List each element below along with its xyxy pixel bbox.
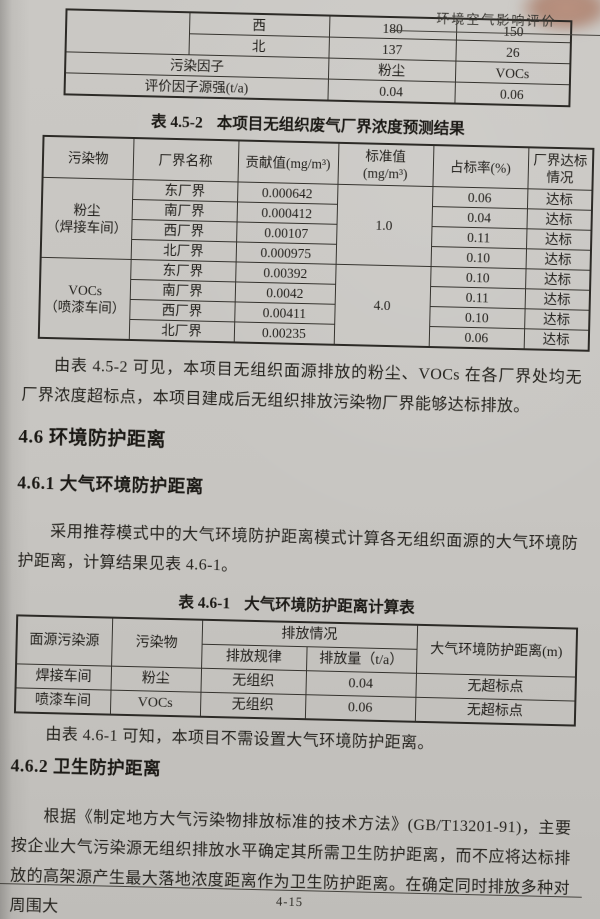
boundary-cell: 北厂界	[128, 319, 235, 343]
value-cell: 137	[328, 37, 456, 62]
rate-cell: 0.06	[428, 326, 525, 350]
rate-cell: 0.06	[431, 186, 528, 209]
contribution-cell: 0.00107	[236, 221, 337, 245]
standard-cell: 1.0	[335, 184, 433, 267]
col-header-distance: 大气环境防护距离(m)	[415, 624, 578, 678]
value-cell: 0.06	[454, 82, 570, 107]
boundary-cell: 南厂界	[131, 199, 238, 222]
header-line: (mg/m³)	[362, 165, 408, 182]
status-cell: 达标	[523, 328, 590, 351]
col-header-source: 面源污染源	[16, 615, 113, 667]
status-cell: 达标	[524, 308, 590, 331]
contribution-cell: 0.00411	[234, 301, 335, 325]
amount-cell: 0.06	[304, 694, 416, 722]
distance-cell: 无超标点	[414, 697, 576, 726]
boundary-cell: 东厂界	[130, 259, 236, 282]
boundary-cell: 北厂界	[130, 239, 237, 262]
col-header-pollutant: 污染物	[42, 135, 134, 180]
value-cell: 0.04	[327, 79, 455, 104]
contribution-cell: 0.00235	[233, 321, 335, 345]
rate-cell: 0.10	[430, 266, 526, 289]
col-header-contribution: 贡献值(mg/m³)	[237, 140, 339, 185]
value-cell: 26	[455, 40, 571, 64]
col-header-boundary: 厂界名称	[132, 137, 239, 182]
running-header: 环境空气影响评价	[390, 7, 600, 36]
boundary-cell: 南厂界	[129, 279, 236, 302]
value-cell: 粉尘	[327, 58, 456, 83]
caption-number: 表 4.6-1	[178, 594, 231, 613]
header-line: 情况	[546, 169, 574, 186]
value-cell: VOCs	[454, 61, 571, 85]
rate-cell: 0.10	[430, 246, 527, 269]
pollutant-group-cell: 粉尘 （焊接车间）	[40, 177, 133, 260]
caption-text: 本项目无组织废气厂界浓度预测结果	[216, 114, 465, 138]
standard-cell: 4.0	[333, 264, 431, 348]
col-header-rate: 占标率(%)	[432, 145, 529, 189]
pattern-cell: 无组织	[200, 668, 307, 695]
heading-4-6-1: 4.6.1 大气环境防护距离	[17, 472, 204, 497]
contribution-cell: 0.00392	[235, 261, 336, 285]
empty-cell	[65, 9, 190, 55]
header-line: 标准值	[365, 148, 407, 165]
contribution-cell: 0.000412	[236, 201, 338, 225]
workshop-name: （喷漆车间）	[44, 298, 126, 316]
paragraph-section-461: 采用推荐模式中的大气环境防护距离模式计算各无组织面源的大气环境防护距离，计算结果…	[17, 523, 579, 575]
header-line: 厂界达标	[533, 152, 588, 169]
pollutant-cell: VOCs	[109, 690, 201, 717]
status-cell: 达标	[524, 288, 591, 311]
boundary-cell: 西厂界	[129, 299, 235, 322]
pollutant-name: VOCs	[68, 281, 103, 298]
rate-cell: 0.11	[431, 226, 527, 249]
workshop-name: （焊接车间）	[45, 218, 128, 236]
boundary-concentration-table: 污染物 厂界名称 贡献值(mg/m³) 标准值 (mg/m³) 占标率(%) 厂…	[37, 134, 595, 352]
rate-cell: 0.11	[429, 286, 526, 309]
caption-number: 表 4.5-2	[150, 113, 203, 132]
caption-text: 大气环境防护距离计算表	[243, 595, 415, 617]
source-cell: 喷漆车间	[14, 687, 111, 715]
pollutant-cell: 粉尘	[110, 666, 202, 693]
boundary-cell: 西厂界	[131, 219, 237, 242]
protection-distance-table: 面源污染源 污染物 排放情况 大气环境防护距离(m) 排放规律 排放量（t/a）…	[13, 614, 579, 727]
source-cell: 焊接车间	[15, 663, 112, 691]
amount-cell: 0.04	[305, 670, 416, 698]
paragraph-after-table-452: 由表 4.5-2 可见，本项目无组织面源排放的粉尘、VOCs 在各厂界处均无厂界…	[21, 357, 583, 416]
col-header-pollutant: 污染物	[111, 617, 203, 669]
boundary-cell: 东厂界	[132, 179, 238, 202]
contribution-cell: 0.000975	[235, 241, 337, 265]
contribution-cell: 0.000642	[237, 181, 338, 205]
col-header-standard: 标准值 (mg/m³)	[337, 142, 434, 187]
pollutant-group-cell: VOCs （喷漆车间）	[38, 257, 131, 340]
col-header-amount: 排放量（t/a）	[306, 646, 417, 674]
status-cell: 达标	[525, 268, 591, 291]
heading-4-6: 4.6 环境防护距离	[18, 426, 167, 451]
col-header-pattern: 排放规律	[201, 644, 307, 671]
status-cell: 达标	[526, 228, 592, 251]
pattern-cell: 无组织	[199, 692, 306, 720]
rate-cell: 0.10	[429, 306, 525, 329]
status-cell: 达标	[525, 248, 591, 271]
rate-cell: 0.04	[431, 206, 527, 229]
status-cell: 达标	[526, 188, 593, 211]
contribution-cell: 0.0042	[234, 281, 336, 305]
col-header-status: 厂界达标 情况	[527, 147, 594, 191]
pollutant-name: 粉尘	[73, 202, 101, 218]
status-cell: 达标	[526, 208, 592, 231]
